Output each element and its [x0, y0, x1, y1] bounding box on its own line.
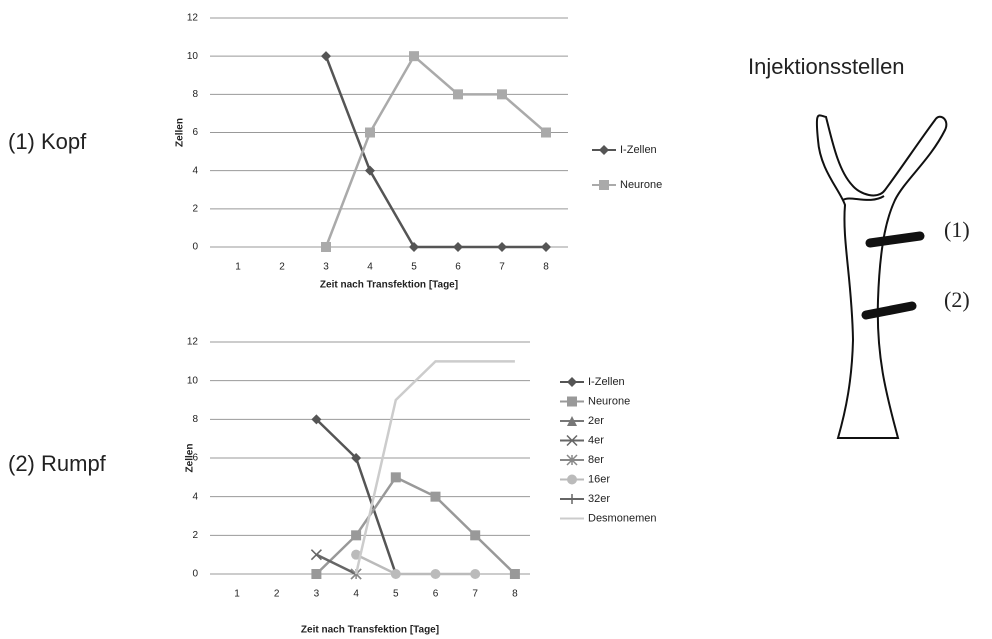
- y-tick-label: 6: [192, 127, 198, 138]
- x-tick-label: 4: [367, 262, 373, 273]
- x-tick-label: 3: [314, 589, 320, 600]
- injection-mark: [866, 306, 912, 315]
- legend-label: 2er: [588, 415, 604, 427]
- marker: [470, 530, 480, 540]
- x-tick-label: 3: [323, 262, 329, 273]
- marker: [365, 128, 375, 138]
- y-tick-label: 12: [187, 337, 199, 348]
- marker: [453, 89, 463, 99]
- x-tick-label: 6: [455, 262, 461, 273]
- y-tick-label: 12: [187, 13, 199, 24]
- y-tick-label: 0: [192, 569, 198, 580]
- y-tick-label: 4: [192, 491, 198, 502]
- x-tick-label: 2: [274, 589, 280, 600]
- marker: [431, 492, 441, 502]
- site-label: (1): [944, 217, 970, 242]
- marker: [365, 166, 375, 176]
- legend-marker: [599, 180, 609, 190]
- legend-marker: [567, 377, 577, 387]
- y-axis-label: Zellen: [175, 118, 186, 147]
- x-axis-label: Zeit nach Transfektion [Tage]: [301, 625, 439, 636]
- x-axis-label: Zeit nach Transfektion [Tage]: [320, 280, 458, 291]
- y-tick-label: 10: [187, 375, 199, 386]
- marker: [431, 569, 441, 579]
- marker: [409, 242, 419, 252]
- series-line: [316, 477, 515, 574]
- marker: [497, 242, 507, 252]
- marker: [351, 530, 361, 540]
- x-tick-label: 1: [234, 589, 240, 600]
- x-tick-label: 5: [393, 589, 399, 600]
- legend-label: Neurone: [588, 395, 630, 407]
- y-axis-label: Zellen: [185, 444, 196, 473]
- x-tick-label: 4: [353, 589, 359, 600]
- legend-marker: [599, 145, 609, 155]
- injection-mark: [870, 236, 920, 243]
- y-tick-label: 10: [187, 51, 199, 62]
- y-tick-label: 8: [192, 414, 198, 425]
- y-tick-label: 8: [192, 89, 198, 100]
- legend-marker: [567, 475, 577, 485]
- legend-marker: [567, 397, 577, 407]
- x-tick-label: 6: [433, 589, 439, 600]
- marker: [321, 51, 331, 61]
- panel-label: (2) Rumpf: [8, 451, 107, 476]
- legend-label: 8er: [588, 454, 604, 466]
- series-line: [326, 56, 546, 247]
- page: {"labels":{"head":"(1) Kopf","trunk":"(2…: [0, 0, 992, 639]
- site-label: (2): [944, 287, 970, 312]
- marker: [391, 569, 401, 579]
- y-tick-label: 2: [192, 203, 198, 214]
- series-line: [326, 56, 546, 247]
- x-tick-label: 8: [512, 589, 518, 600]
- marker: [497, 89, 507, 99]
- marker: [470, 569, 480, 579]
- legend-label: Desmonemen: [588, 512, 656, 524]
- marker: [453, 242, 463, 252]
- diagram-title: Injektionsstellen: [748, 54, 905, 79]
- legend-label: 16er: [588, 473, 610, 485]
- y-tick-label: 2: [192, 530, 198, 541]
- marker: [391, 472, 401, 482]
- series-line: [316, 555, 356, 574]
- y-tick-label: 0: [192, 242, 198, 253]
- legend-label: I-Zellen: [588, 376, 625, 388]
- x-tick-label: 7: [499, 262, 505, 273]
- series-line: [356, 555, 475, 574]
- legend-marker: [567, 494, 577, 504]
- marker: [311, 569, 321, 579]
- marker: [311, 550, 321, 560]
- x-tick-label: 2: [279, 262, 285, 273]
- x-tick-label: 7: [472, 589, 478, 600]
- x-tick-label: 8: [543, 262, 549, 273]
- legend-label: I-Zellen: [620, 144, 657, 156]
- marker: [510, 569, 520, 579]
- x-tick-label: 5: [411, 262, 417, 273]
- marker: [409, 51, 419, 61]
- marker: [541, 242, 551, 252]
- marker: [321, 242, 331, 252]
- marker: [541, 128, 551, 138]
- legend-label: 4er: [588, 434, 604, 446]
- legend-label: Neurone: [620, 179, 662, 191]
- hydra-neck: [843, 196, 884, 200]
- legend-label: 32er: [588, 493, 610, 505]
- x-tick-label: 1: [235, 262, 241, 273]
- hydra-outline: [817, 115, 947, 438]
- panel-label: (1) Kopf: [8, 129, 87, 154]
- series-line: [356, 361, 515, 574]
- figure: (1) Kopf (2) Rumpf Injektionsstellen (1)…: [0, 0, 992, 639]
- y-tick-label: 4: [192, 165, 198, 176]
